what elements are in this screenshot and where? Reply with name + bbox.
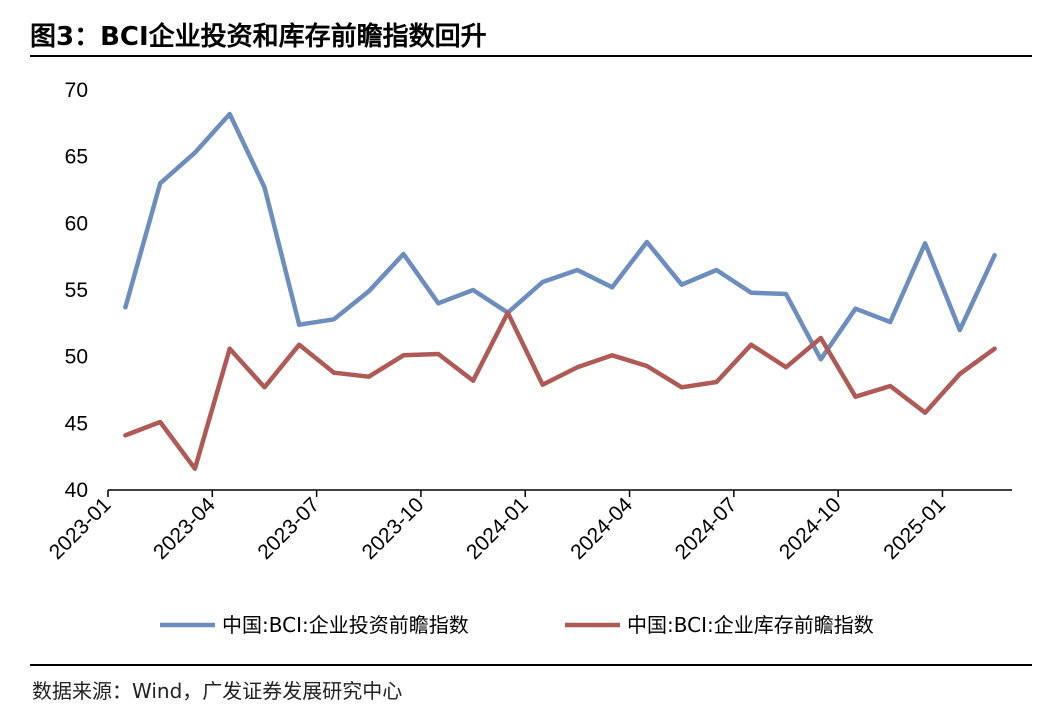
x-tick-label: 2023-10 bbox=[358, 493, 429, 564]
x-tick-label: 2024-07 bbox=[671, 493, 742, 564]
series-line-1 bbox=[123, 111, 997, 362]
legend: 中国:BCI:企业投资前瞻指数 中国:BCI:企业库存前瞻指数 bbox=[160, 613, 874, 637]
series-line-2 bbox=[123, 310, 997, 471]
x-axis-ticks: 2023-01 2023-04 2023-07 2023-10 2024-01 2024-… bbox=[45, 490, 950, 564]
chart-title: 图3：BCI企业投资和库存前瞻指数回升 bbox=[30, 22, 487, 52]
y-tick-label: 55 bbox=[65, 279, 88, 302]
x-tick-label: 2023-01 bbox=[45, 493, 116, 564]
y-tick-label: 65 bbox=[65, 146, 88, 169]
legend-label-1: 中国:BCI:企业投资前瞻指数 bbox=[222, 613, 469, 637]
x-tick-label: 2023-04 bbox=[149, 493, 220, 564]
x-tick-label: 2024-01 bbox=[462, 493, 533, 564]
y-tick-label: 60 bbox=[65, 212, 88, 235]
source-divider bbox=[30, 664, 1032, 666]
y-tick-label: 40 bbox=[65, 479, 88, 502]
y-tick-label: 45 bbox=[65, 412, 88, 435]
x-tick-label: 2023-07 bbox=[253, 493, 324, 564]
source-note: 数据来源：Wind，广发证券发展研究中心 bbox=[32, 679, 403, 703]
x-tick-label: 2024-04 bbox=[566, 493, 637, 564]
x-tick-label: 2024-10 bbox=[775, 493, 846, 564]
series-group bbox=[123, 111, 997, 471]
y-tick-label: 50 bbox=[65, 346, 88, 369]
y-tick-label: 70 bbox=[65, 79, 88, 102]
title-divider bbox=[30, 55, 1032, 57]
x-tick-label: 2025-01 bbox=[879, 493, 950, 564]
y-axis-ticks: 40 45 50 55 60 65 70 bbox=[65, 79, 88, 502]
legend-label-2: 中国:BCI:企业库存前瞻指数 bbox=[627, 613, 874, 637]
